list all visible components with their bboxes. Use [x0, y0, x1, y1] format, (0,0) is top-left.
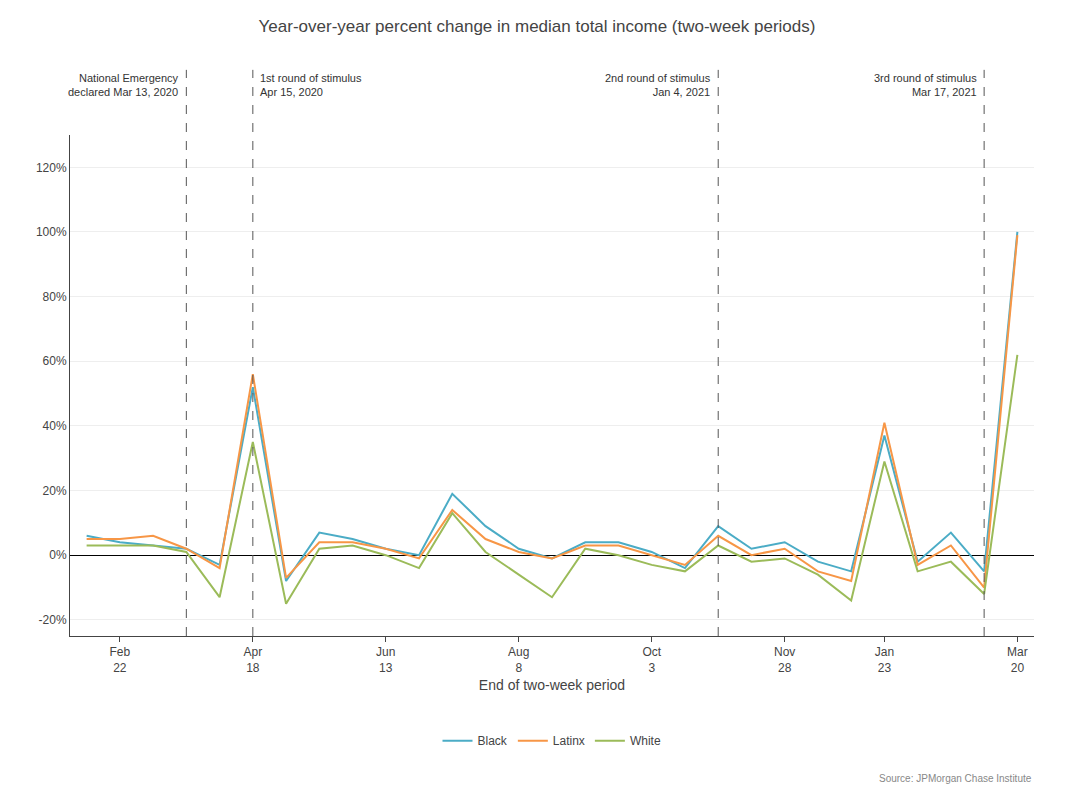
svg-text:-20%: -20%: [39, 613, 67, 627]
svg-text:Black: Black: [478, 734, 508, 748]
svg-text:Oct3: Oct3: [642, 645, 661, 675]
svg-text:Year-over-year percent change: Year-over-year percent change in median …: [259, 17, 816, 36]
svg-text:Jan23: Jan23: [875, 645, 894, 675]
svg-text:2nd round of stimulusJan 4, 20: 2nd round of stimulusJan 4, 2021: [605, 72, 711, 98]
svg-text:White: White: [630, 734, 661, 748]
svg-text:National Emergencydeclared Mar: National Emergencydeclared Mar 13, 2020: [68, 72, 179, 98]
svg-text:Aug8: Aug8: [508, 645, 529, 675]
svg-text:Feb22: Feb22: [110, 645, 131, 675]
svg-text:Source: JPMorgan Chase Institu: Source: JPMorgan Chase Institute: [879, 773, 1032, 784]
svg-text:80%: 80%: [43, 290, 67, 304]
svg-text:Jun13: Jun13: [376, 645, 395, 675]
svg-text:20%: 20%: [43, 484, 67, 498]
svg-text:120%: 120%: [36, 161, 67, 175]
svg-text:100%: 100%: [36, 225, 67, 239]
svg-text:Mar20: Mar20: [1007, 645, 1028, 675]
svg-text:60%: 60%: [43, 354, 67, 368]
svg-text:Apr18: Apr18: [243, 645, 262, 675]
svg-text:Latinx: Latinx: [553, 734, 585, 748]
svg-text:3rd round of stimulusMar 17, 2: 3rd round of stimulusMar 17, 2021: [874, 72, 977, 98]
svg-text:End of two-week period: End of two-week period: [479, 677, 625, 693]
svg-text:40%: 40%: [43, 419, 67, 433]
svg-text:1st round of stimulusApr 15, 2: 1st round of stimulusApr 15, 2020: [260, 72, 362, 98]
svg-text:Nov28: Nov28: [774, 645, 795, 675]
svg-text:0%: 0%: [49, 548, 67, 562]
